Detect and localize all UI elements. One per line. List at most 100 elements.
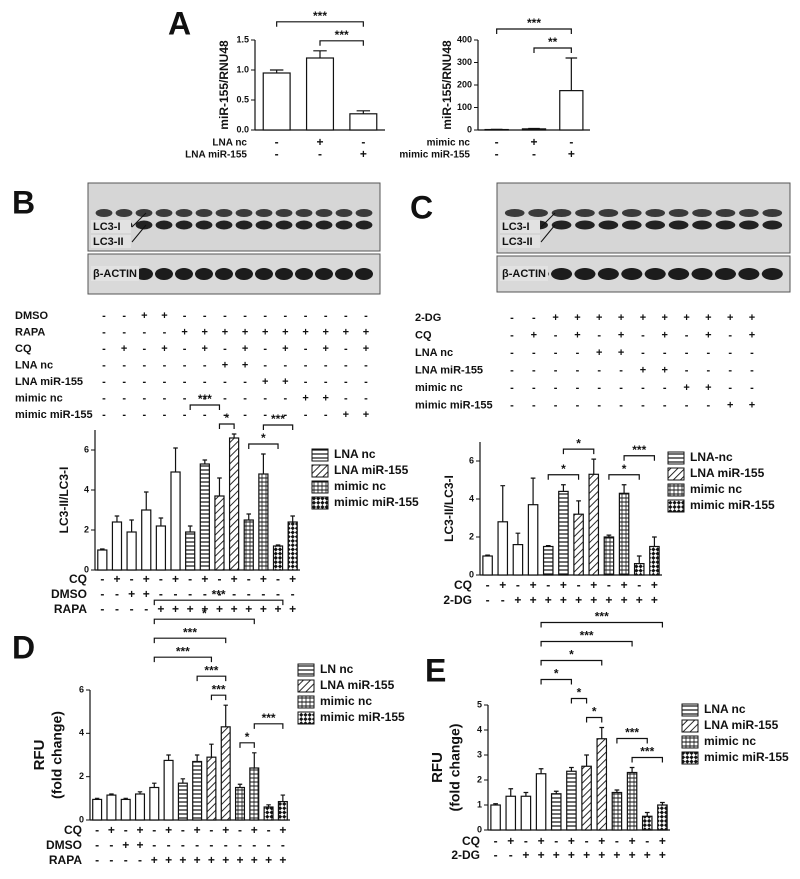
condition-sign: +	[194, 823, 201, 837]
bar	[192, 760, 203, 821]
treatment-sign: +	[202, 326, 208, 338]
bar	[120, 798, 131, 821]
legend-swatch	[681, 735, 699, 749]
condition-sign: -	[275, 147, 279, 161]
treatment-label: LNA miR-155	[15, 376, 83, 388]
band-label-bg	[500, 266, 548, 281]
blot-band	[761, 268, 783, 280]
condition-sign: +	[251, 823, 258, 837]
treatment-sign: -	[619, 382, 623, 394]
blot-band	[335, 209, 353, 217]
treatment-sign: +	[596, 312, 602, 324]
condition-sign: +	[560, 593, 567, 607]
treatment-sign: -	[122, 376, 126, 388]
treatment-sign: -	[304, 376, 308, 388]
treatment-sign: +	[662, 364, 668, 376]
treatment-sign: -	[510, 364, 514, 376]
legend-label: LNA nc	[704, 702, 746, 716]
blot-band	[621, 220, 642, 230]
treatment-sign: -	[641, 347, 645, 359]
significance-bracket	[253, 723, 284, 729]
panel-letter: B	[12, 184, 35, 220]
treatment-sign: -	[554, 347, 558, 359]
treatment-sign: -	[142, 376, 146, 388]
condition-sign: -	[181, 838, 185, 852]
condition-sign: -	[267, 823, 271, 837]
error-bar	[143, 491, 149, 510]
significance-label: ***	[313, 9, 327, 23]
condition-sign: +	[568, 834, 575, 848]
condition-sign: +	[172, 572, 179, 586]
condition-sign: +	[275, 602, 282, 616]
treatment-sign: -	[576, 364, 580, 376]
error-bar	[660, 801, 665, 805]
y-tick-label: 2	[79, 771, 84, 781]
condition-label: LNA miR-155	[185, 150, 247, 161]
treatment-sign: -	[707, 347, 711, 359]
significance-label: *	[261, 431, 266, 445]
error-bar	[569, 766, 574, 772]
treatment-sign: +	[640, 364, 646, 376]
treatment-sign: -	[344, 343, 348, 355]
condition-sign: -	[159, 587, 163, 601]
treatment-sign: -	[324, 310, 328, 322]
condition-sign: -	[532, 147, 536, 161]
condition-sign: +	[659, 834, 666, 848]
bar	[497, 521, 509, 576]
legend-label: mimic nc	[704, 734, 756, 748]
error-bar	[313, 50, 327, 58]
y-tick-label: 0	[469, 569, 474, 579]
treatment-sign: -	[304, 359, 308, 371]
blot-band	[155, 220, 173, 230]
significance-label: ***	[580, 629, 594, 643]
legend-swatch	[681, 703, 699, 717]
y-tick-label: 6	[79, 684, 84, 694]
condition-sign: +	[231, 572, 238, 586]
condition-sign: +	[136, 823, 143, 837]
significance-bracket	[496, 28, 572, 34]
treatment-sign: -	[685, 399, 689, 411]
panel-letter: C	[410, 189, 433, 225]
blot-band	[135, 209, 153, 217]
error-bar	[261, 453, 266, 474]
condition-sign: -	[181, 823, 185, 837]
bar	[649, 545, 660, 576]
blot-band	[295, 209, 313, 217]
blot-band	[335, 268, 353, 280]
significance-bracket	[319, 40, 364, 46]
bar	[512, 543, 524, 576]
y-tick-label: 100	[457, 102, 472, 112]
band-label: LC3-I	[502, 221, 530, 233]
significance-label: ***	[595, 610, 609, 624]
treatment-sign: +	[683, 312, 689, 324]
condition-label: 2-DG	[451, 848, 480, 862]
bar	[520, 795, 532, 831]
bar	[206, 756, 217, 821]
condition-sign: -	[275, 135, 279, 149]
treatment-label: mimic miR-155	[15, 409, 93, 421]
panel-letter: D	[12, 629, 35, 665]
y-tick-label: 4	[477, 724, 482, 734]
condition-sign: -	[100, 602, 104, 616]
condition-sign: -	[247, 587, 251, 601]
error-bar	[109, 793, 114, 796]
y-axis-label: (fold change)	[49, 711, 65, 799]
legend-swatch	[667, 499, 685, 513]
band-label: LC3-II	[502, 236, 533, 248]
condition-sign: +	[629, 834, 636, 848]
significance-label: ***	[183, 625, 197, 639]
treatment-sign: -	[576, 347, 580, 359]
condition-sign: +	[251, 853, 258, 867]
condition-sign: -	[144, 602, 148, 616]
condition-sign: -	[615, 834, 619, 848]
condition-sign: +	[553, 848, 560, 862]
treatment-sign: -	[685, 364, 689, 376]
treatment-sign: +	[552, 312, 558, 324]
treatment-sign: +	[242, 343, 248, 355]
condition-sign: -	[238, 838, 242, 852]
condition-sign: +	[530, 593, 537, 607]
treatment-sign: -	[364, 359, 368, 371]
bar	[542, 545, 554, 576]
significance-label: ***	[632, 443, 646, 457]
treatment-sign: -	[707, 364, 711, 376]
